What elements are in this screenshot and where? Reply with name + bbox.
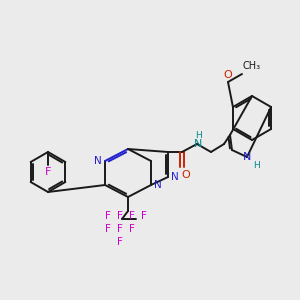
Text: H: H <box>254 160 260 169</box>
Text: F: F <box>105 224 111 234</box>
Text: F: F <box>117 237 123 247</box>
Text: CH₃: CH₃ <box>243 61 261 71</box>
Text: O: O <box>224 70 232 80</box>
Text: N: N <box>171 172 179 182</box>
Text: H: H <box>195 131 201 140</box>
Text: F: F <box>141 211 147 221</box>
Text: F: F <box>45 167 51 177</box>
Text: F: F <box>117 211 123 221</box>
Text: O: O <box>182 170 190 180</box>
Text: N: N <box>194 139 202 149</box>
Text: N: N <box>154 180 162 190</box>
Text: F: F <box>117 224 123 234</box>
Text: N: N <box>94 156 102 166</box>
Text: F: F <box>129 224 135 234</box>
Text: F: F <box>129 211 135 221</box>
Text: F: F <box>105 211 111 221</box>
Text: N: N <box>243 152 251 162</box>
